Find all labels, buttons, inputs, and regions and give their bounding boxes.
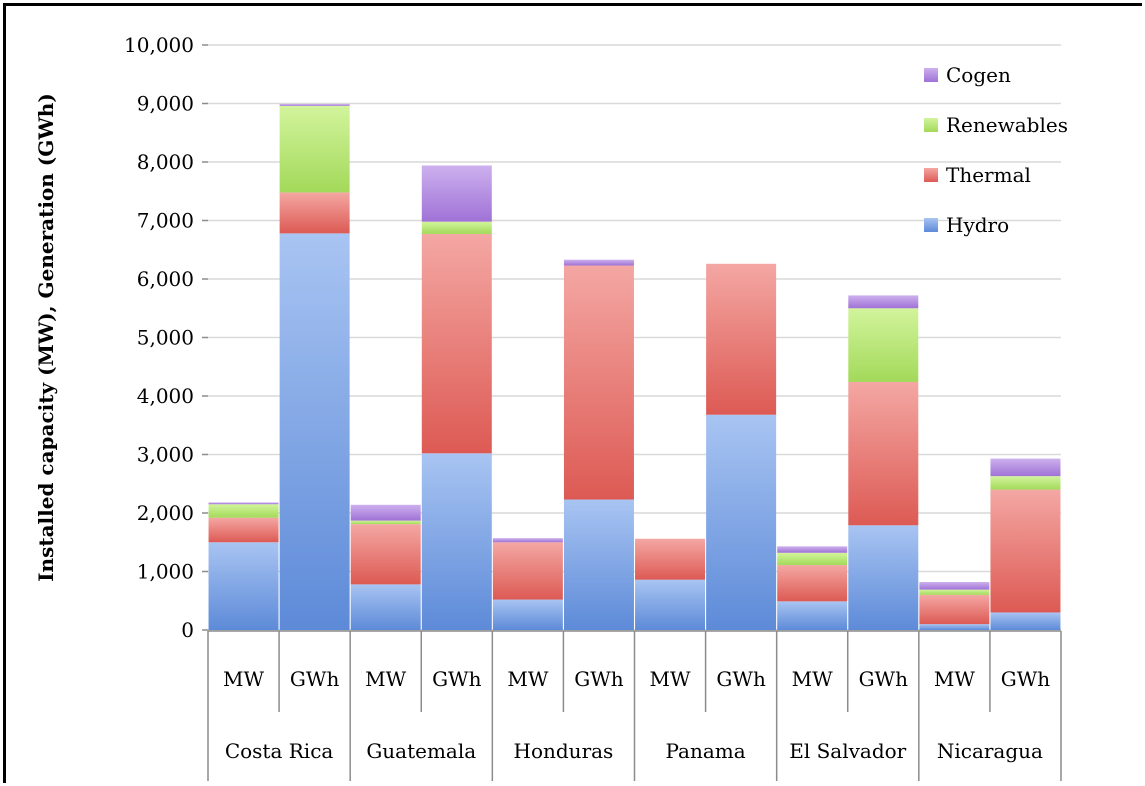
x-tick-label: GWh: [1001, 667, 1051, 691]
x-tick-label: GWh: [574, 667, 624, 691]
bar-segment-cogen: [350, 504, 421, 521]
bar-segment-renewables: [919, 589, 990, 595]
bar-segment-cogen: [563, 259, 634, 266]
x-tick-label: MW: [507, 667, 548, 691]
bar-segment-thermal: [492, 542, 563, 600]
bar-segment-renewables: [848, 308, 919, 382]
bar-segment-renewables: [208, 504, 279, 518]
y-tick-label: 0: [181, 618, 194, 642]
bar-segment-cogen: [919, 582, 990, 590]
x-tick-label: MW: [365, 667, 406, 691]
bar-segment-thermal: [777, 565, 848, 602]
legend: Cogen Renewables Thermal Hydro: [924, 63, 1068, 237]
bar-segment-thermal: [350, 524, 421, 585]
bar-segment-cogen: [990, 458, 1061, 477]
y-tick-label: 3,000: [137, 443, 194, 467]
legend-label: Cogen: [946, 63, 1011, 87]
bar-segment-cogen: [848, 295, 919, 309]
bar-segment-renewables: [777, 552, 848, 566]
bar-segment-hydro: [635, 579, 706, 630]
x-tick-label: MW: [792, 667, 833, 691]
legend-swatch-renewables: [924, 118, 938, 132]
bar-segment-thermal: [563, 265, 634, 500]
x-group-label: Costa Rica: [225, 739, 334, 763]
bar-segment-hydro: [492, 599, 563, 630]
bar-segment-cogen: [279, 104, 350, 106]
x-tick-label: GWh: [716, 667, 766, 691]
x-tick-label: GWh: [290, 667, 340, 691]
bar-segment-hydro: [421, 453, 492, 630]
chart-frame: 0 1,000 2,000 3,000 4,000 5,000 6,000 7,000 8,00…: [3, 3, 1142, 783]
y-tick-label: 7,000: [137, 209, 194, 233]
x-tick-label: MW: [223, 667, 264, 691]
y-tick-label: 2,000: [137, 501, 194, 525]
legend-label: Hydro: [946, 213, 1009, 237]
bar-segment-hydro: [919, 624, 990, 630]
gridlines: [202, 44, 1061, 631]
y-tick-label: 9,000: [137, 92, 194, 116]
y-tick-label: 5,000: [137, 326, 194, 350]
x-group-label: Panama: [665, 739, 745, 763]
bar-segment-thermal: [848, 381, 919, 526]
bar-segment-thermal: [919, 594, 990, 625]
bar-segment-hydro: [208, 542, 279, 630]
x-group-label: Honduras: [514, 739, 614, 763]
bar-segment-hydro: [350, 584, 421, 630]
legend-swatch-hydro: [924, 218, 938, 232]
bar-segment-thermal: [279, 192, 350, 234]
y-tick-label: 4,000: [137, 384, 194, 408]
bar-segment-thermal: [706, 263, 777, 415]
bar-segment-thermal: [635, 538, 706, 580]
bar-segment-renewables: [990, 476, 1061, 490]
y-axis-label: Installed capacity (MW), Generation (GWh…: [34, 93, 58, 582]
bar-segment-hydro: [279, 233, 350, 630]
legend-swatch-thermal: [924, 168, 938, 182]
bar-segment-renewables: [279, 105, 350, 193]
x-tick-label: GWh: [432, 667, 482, 691]
x-group-label: El Salvador: [789, 739, 906, 763]
bar-segment-hydro: [777, 601, 848, 630]
bar-segment-thermal: [990, 489, 1061, 613]
x-group-label: Nicaragua: [937, 739, 1043, 763]
legend-label: Thermal: [946, 163, 1031, 187]
bars: [208, 104, 1061, 630]
x-tick-label: MW: [934, 667, 975, 691]
y-tick-label: 1,000: [137, 560, 194, 584]
legend-swatch-cogen: [924, 68, 938, 82]
x-group-label: Guatemala: [366, 739, 476, 763]
bar-segment-hydro: [563, 499, 634, 630]
x-tick-label: GWh: [859, 667, 909, 691]
y-axis-ticks: 0 1,000 2,000 3,000 4,000 5,000 6,000 7,000 8,00…: [124, 33, 194, 642]
y-tick-label: 8,000: [137, 150, 194, 174]
bar-segment-renewables: [421, 221, 492, 234]
x-axis-categories: MW GWh MW GWh MW GWh MW GWh MW GWh MW GWh Costa Rica…: [223, 667, 1050, 763]
bar-segment-hydro: [848, 525, 919, 630]
x-axis: [207, 630, 1062, 781]
y-tick-label: 10,000: [124, 33, 194, 57]
bar-segment-thermal: [208, 517, 279, 543]
bar-segment-hydro: [990, 612, 1061, 630]
y-tick-label: 6,000: [137, 267, 194, 291]
stacked-bar-chart: 0 1,000 2,000 3,000 4,000 5,000 6,000 7,000 8,00…: [34, 33, 1068, 781]
bar-segment-cogen: [492, 538, 563, 543]
legend-label: Renewables: [946, 113, 1068, 137]
bar-segment-thermal: [421, 233, 492, 454]
x-tick-label: MW: [650, 667, 691, 691]
bar-segment-cogen: [208, 502, 279, 505]
bar-segment-renewables: [350, 520, 421, 525]
bar-segment-cogen: [421, 165, 492, 222]
bar-segment-cogen: [777, 546, 848, 553]
bar-segment-hydro: [706, 414, 777, 630]
